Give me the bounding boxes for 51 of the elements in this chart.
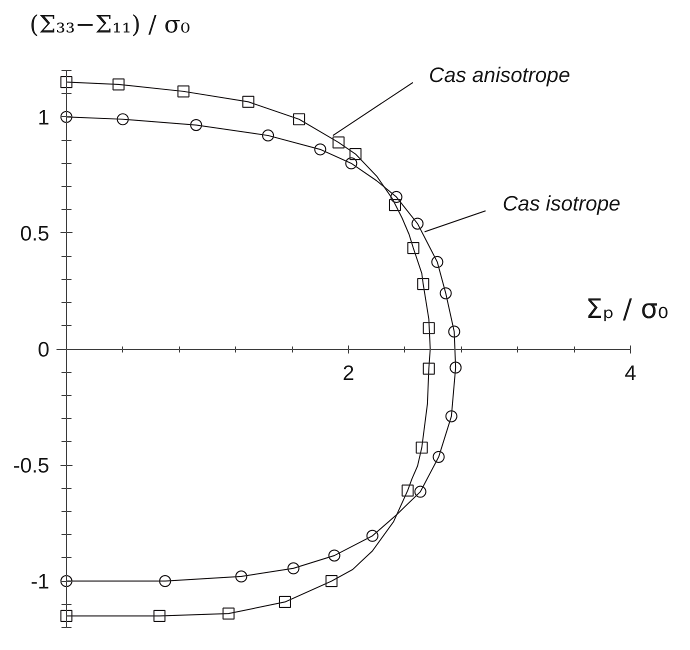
point [416,442,428,454]
point [332,136,345,148]
y-axis-title: (Σ₃₃−Σ₁₁) / σ₀ [30,10,190,38]
point [278,596,292,608]
y-tick-label: 0.5 [20,222,50,246]
point [431,256,444,268]
point [325,575,338,588]
point [159,575,172,588]
point [440,287,452,300]
point [60,76,72,88]
point [417,278,430,290]
point [390,190,402,204]
y-tick-label: -1 [30,570,50,594]
y-tick-label: 1 [38,106,50,130]
point [190,119,202,132]
y-tick-label: 0 [38,338,50,362]
point [242,96,254,108]
point [345,157,358,170]
point [60,110,72,123]
point [448,326,460,338]
point [349,148,362,160]
point [222,608,235,620]
point [262,129,274,142]
point [407,242,420,254]
point [422,322,435,334]
point [293,113,306,126]
x-tick-label: 4 [624,362,637,385]
point [432,450,445,463]
point [153,610,166,622]
point [328,550,340,562]
annotation: Cas isotrope [502,192,620,216]
point [177,85,190,98]
y-tick-label: -0.5 [13,454,50,478]
point [116,113,129,126]
point [388,199,402,212]
point [450,362,462,374]
point [112,78,125,90]
x-tick-label: 2 [342,362,354,385]
point [60,610,72,622]
point [287,562,300,574]
point [445,410,458,422]
x-axis-title: Σₚ / σ₀ [586,294,669,325]
point [366,530,378,542]
point [235,570,248,582]
point [422,362,435,375]
annotation: Cas anisotrope [428,64,570,87]
point [414,486,426,498]
point [411,218,424,230]
point [60,575,72,588]
point [402,484,414,497]
point [314,143,326,156]
